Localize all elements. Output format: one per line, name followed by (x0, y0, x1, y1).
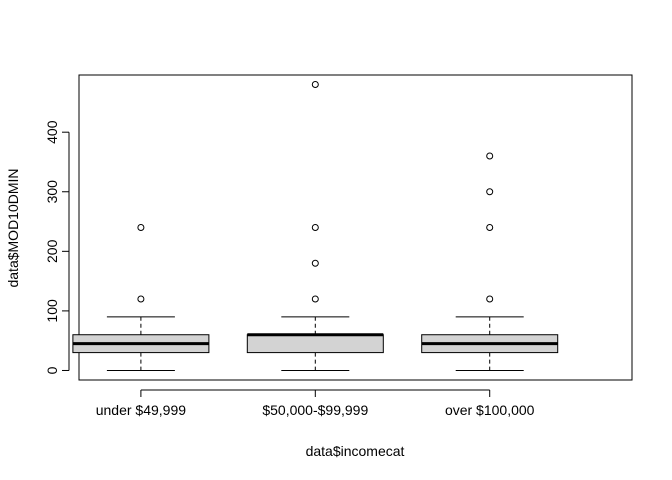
x-tick-label: over $100,000 (445, 402, 535, 418)
plot-frame (78, 74, 633, 381)
y-tick-label: 0 (44, 366, 60, 374)
outlier-point (486, 224, 494, 231)
box-1 (72, 224, 210, 371)
outlier-point (311, 224, 319, 231)
boxes-group (72, 81, 559, 371)
y-axis-title: data$MOD10DMIN (5, 168, 21, 287)
y-tick-label: 100 (44, 299, 60, 323)
x-axis: under $49,999 $50,000-$99,999 over $100,00… (96, 389, 535, 418)
x-axis-title: data$incomecat (306, 443, 405, 459)
y-tick-label: 300 (44, 180, 60, 204)
outlier-point (486, 152, 494, 160)
outlier-point (486, 188, 494, 196)
box-2 (246, 81, 384, 371)
y-axis: 0 100 200 300 400 (44, 120, 70, 374)
outlier-point (311, 295, 319, 303)
outlier-point (311, 81, 319, 89)
outlier-point (137, 295, 145, 303)
box-3 (421, 152, 559, 371)
x-tick-label: $50,000-$99,999 (262, 402, 368, 418)
y-tick-label: 200 (44, 239, 60, 263)
outlier-point (486, 295, 494, 303)
x-tick-label: under $49,999 (96, 402, 187, 418)
outlier-point (311, 259, 319, 267)
iqr-box (246, 334, 384, 354)
y-tick-label: 400 (44, 120, 60, 144)
outlier-point (137, 224, 145, 231)
